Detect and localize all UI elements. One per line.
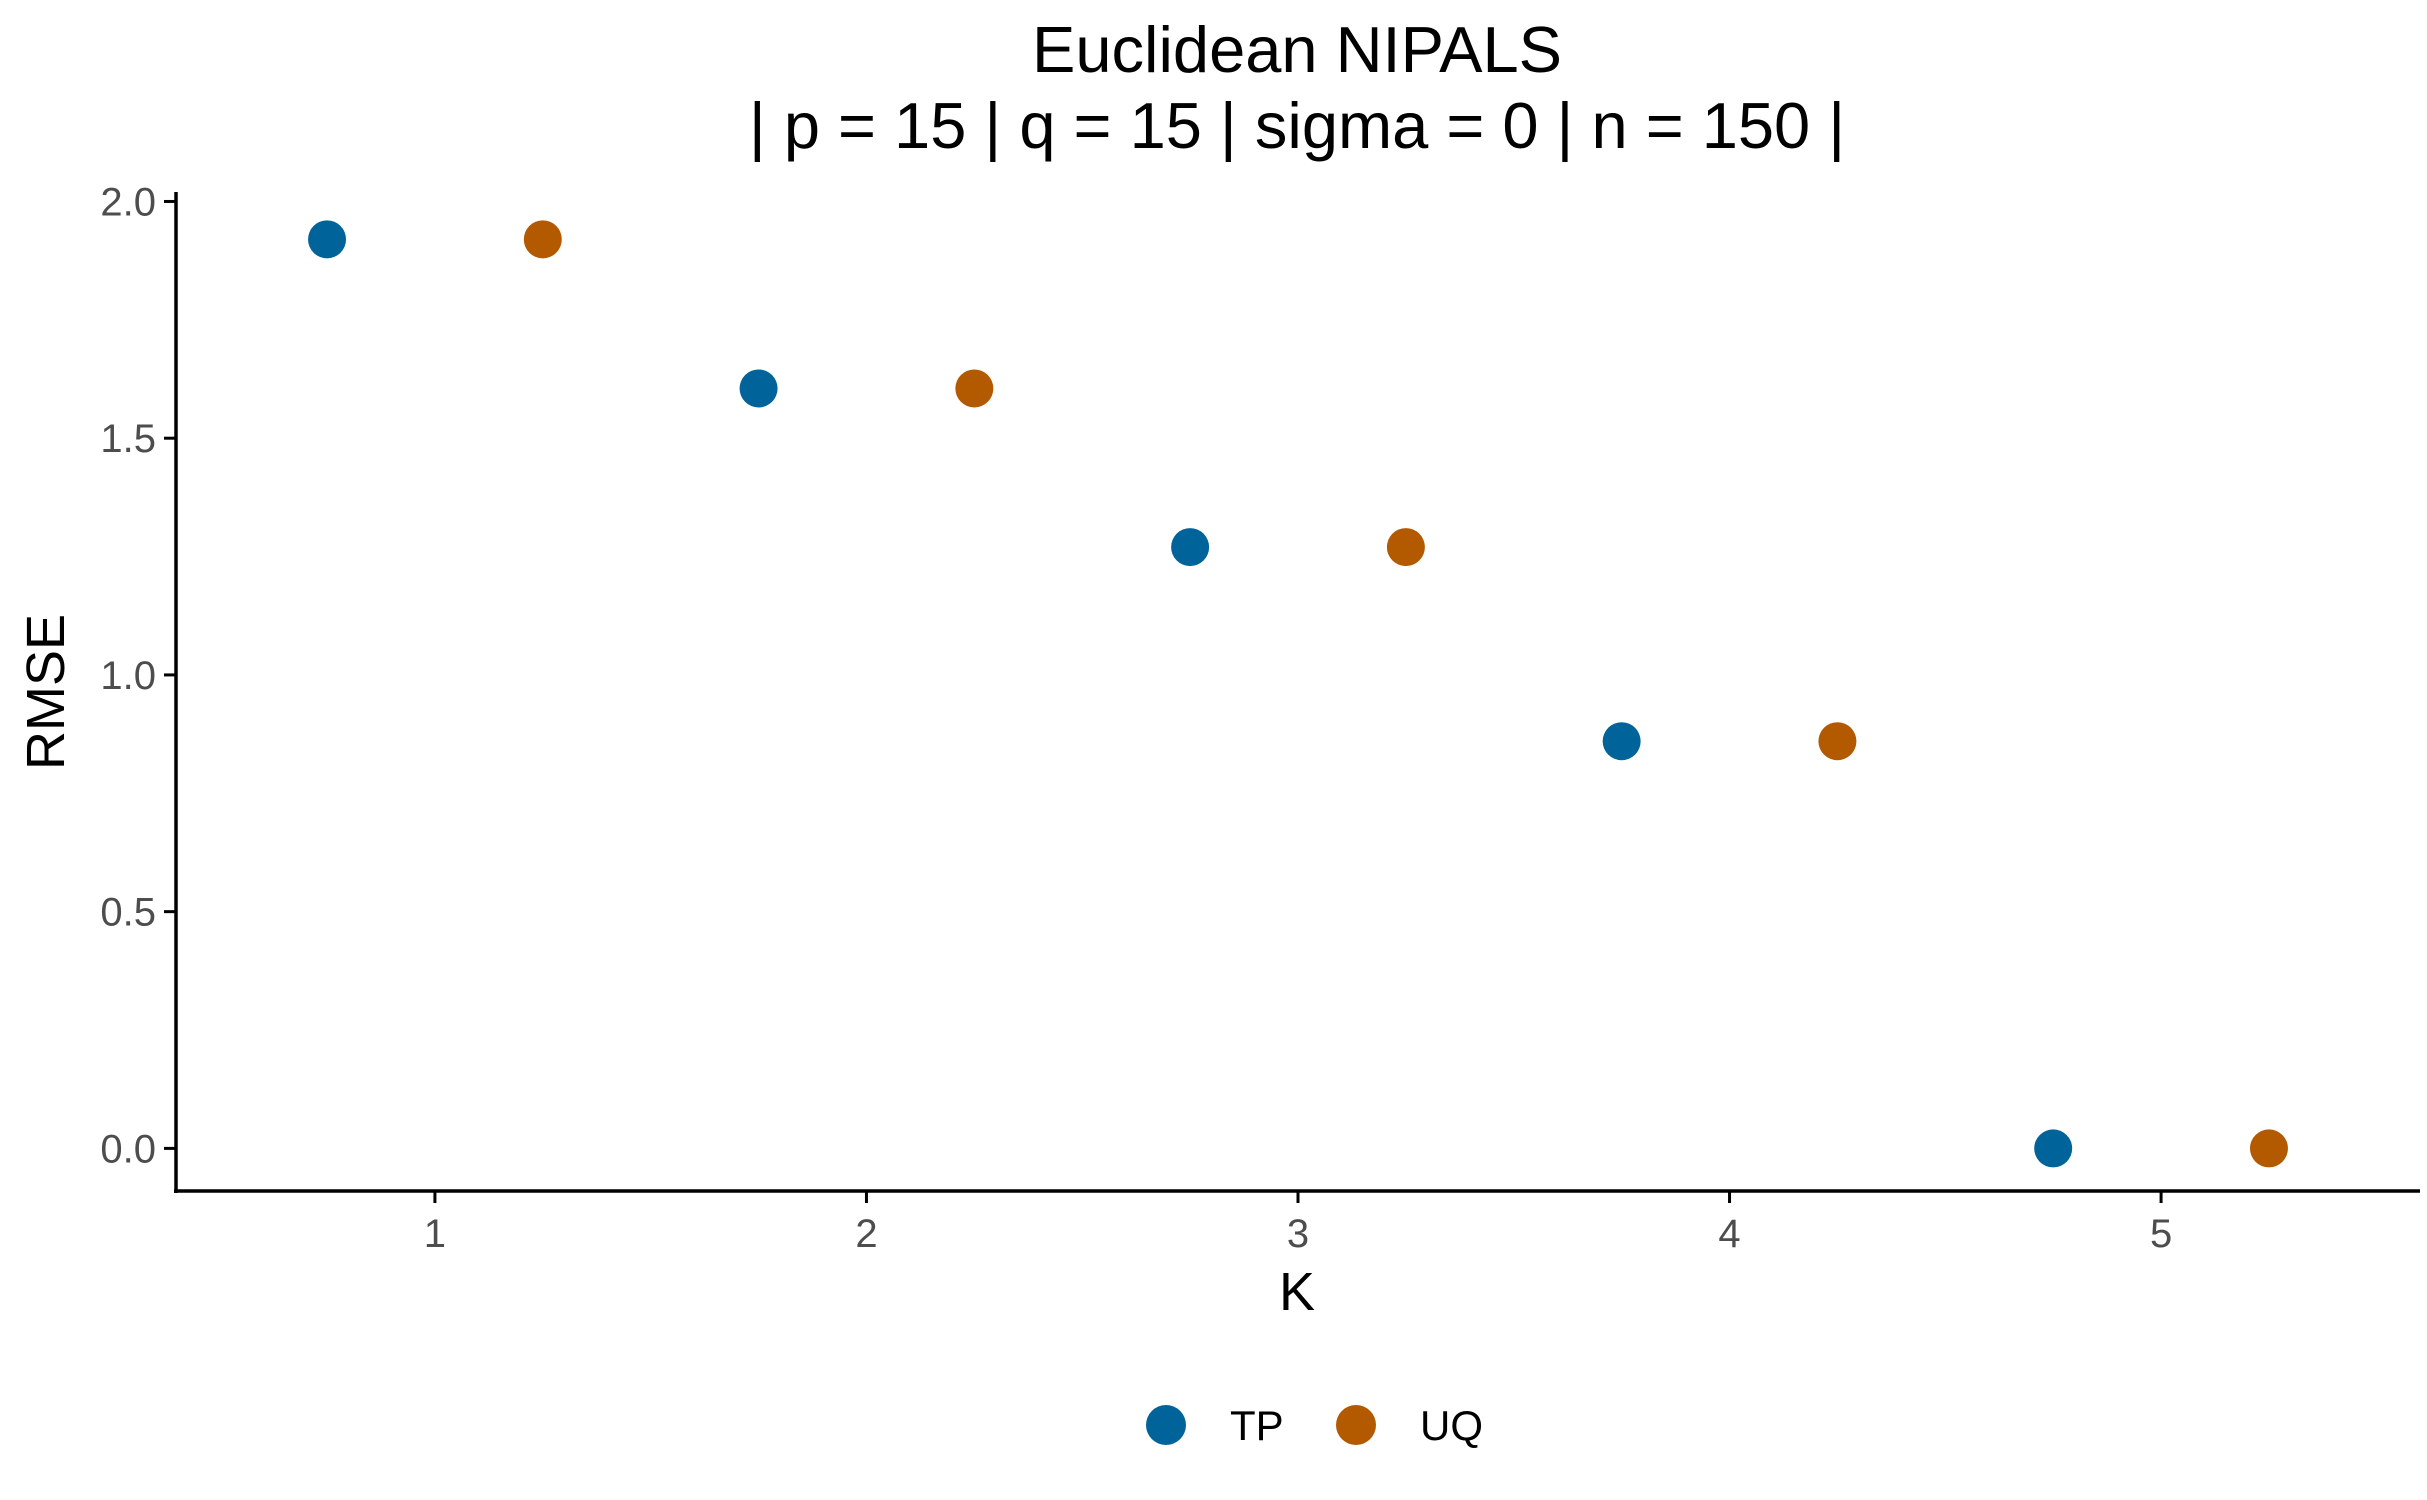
data-point-uq bbox=[1386, 528, 1425, 567]
data-point-tp bbox=[1171, 528, 1210, 567]
y-axis-title: RMSE bbox=[16, 614, 76, 770]
data-point-uq bbox=[523, 220, 562, 259]
legend-key-uq bbox=[1336, 1405, 1376, 1445]
data-point-uq bbox=[2249, 1129, 2288, 1168]
chart-title-line1: Euclidean NIPALS bbox=[1032, 13, 1562, 86]
x-tick-label: 4 bbox=[1718, 1212, 1740, 1256]
y-tick-label: 0.0 bbox=[100, 1127, 156, 1171]
legend: TP UQ bbox=[1146, 1402, 1483, 1449]
legend-label-uq: UQ bbox=[1420, 1402, 1483, 1449]
data-point-tp bbox=[2034, 1129, 2073, 1168]
x-tick-label: 3 bbox=[1287, 1212, 1309, 1256]
data-point-uq bbox=[955, 369, 994, 408]
chart-title-line2: | p = 15 | q = 15 | sigma = 0 | n = 150 … bbox=[749, 89, 1845, 162]
x-tick-label: 2 bbox=[855, 1212, 877, 1256]
y-tick-label: 2.0 bbox=[100, 180, 156, 224]
y-tick-label: 0.5 bbox=[100, 891, 156, 935]
data-point-tp bbox=[308, 220, 347, 259]
x-tick-label: 1 bbox=[424, 1212, 446, 1256]
data-point-tp bbox=[739, 369, 778, 408]
data-point-uq bbox=[1818, 722, 1857, 761]
y-tick-label: 1.5 bbox=[100, 417, 156, 461]
y-tick-label: 1.0 bbox=[100, 654, 156, 698]
y-axis-ticks: 0.0 0.5 1.0 1.5 2.0 bbox=[100, 180, 176, 1171]
legend-key-tp bbox=[1146, 1405, 1186, 1445]
x-axis-title: K bbox=[1279, 1262, 1315, 1322]
data-point-tp bbox=[1602, 722, 1641, 761]
x-axis-ticks: 1 2 3 4 5 bbox=[424, 1191, 2172, 1256]
x-tick-label: 5 bbox=[2150, 1212, 2172, 1256]
data-points bbox=[308, 220, 2288, 1168]
legend-label-tp: TP bbox=[1230, 1402, 1284, 1449]
